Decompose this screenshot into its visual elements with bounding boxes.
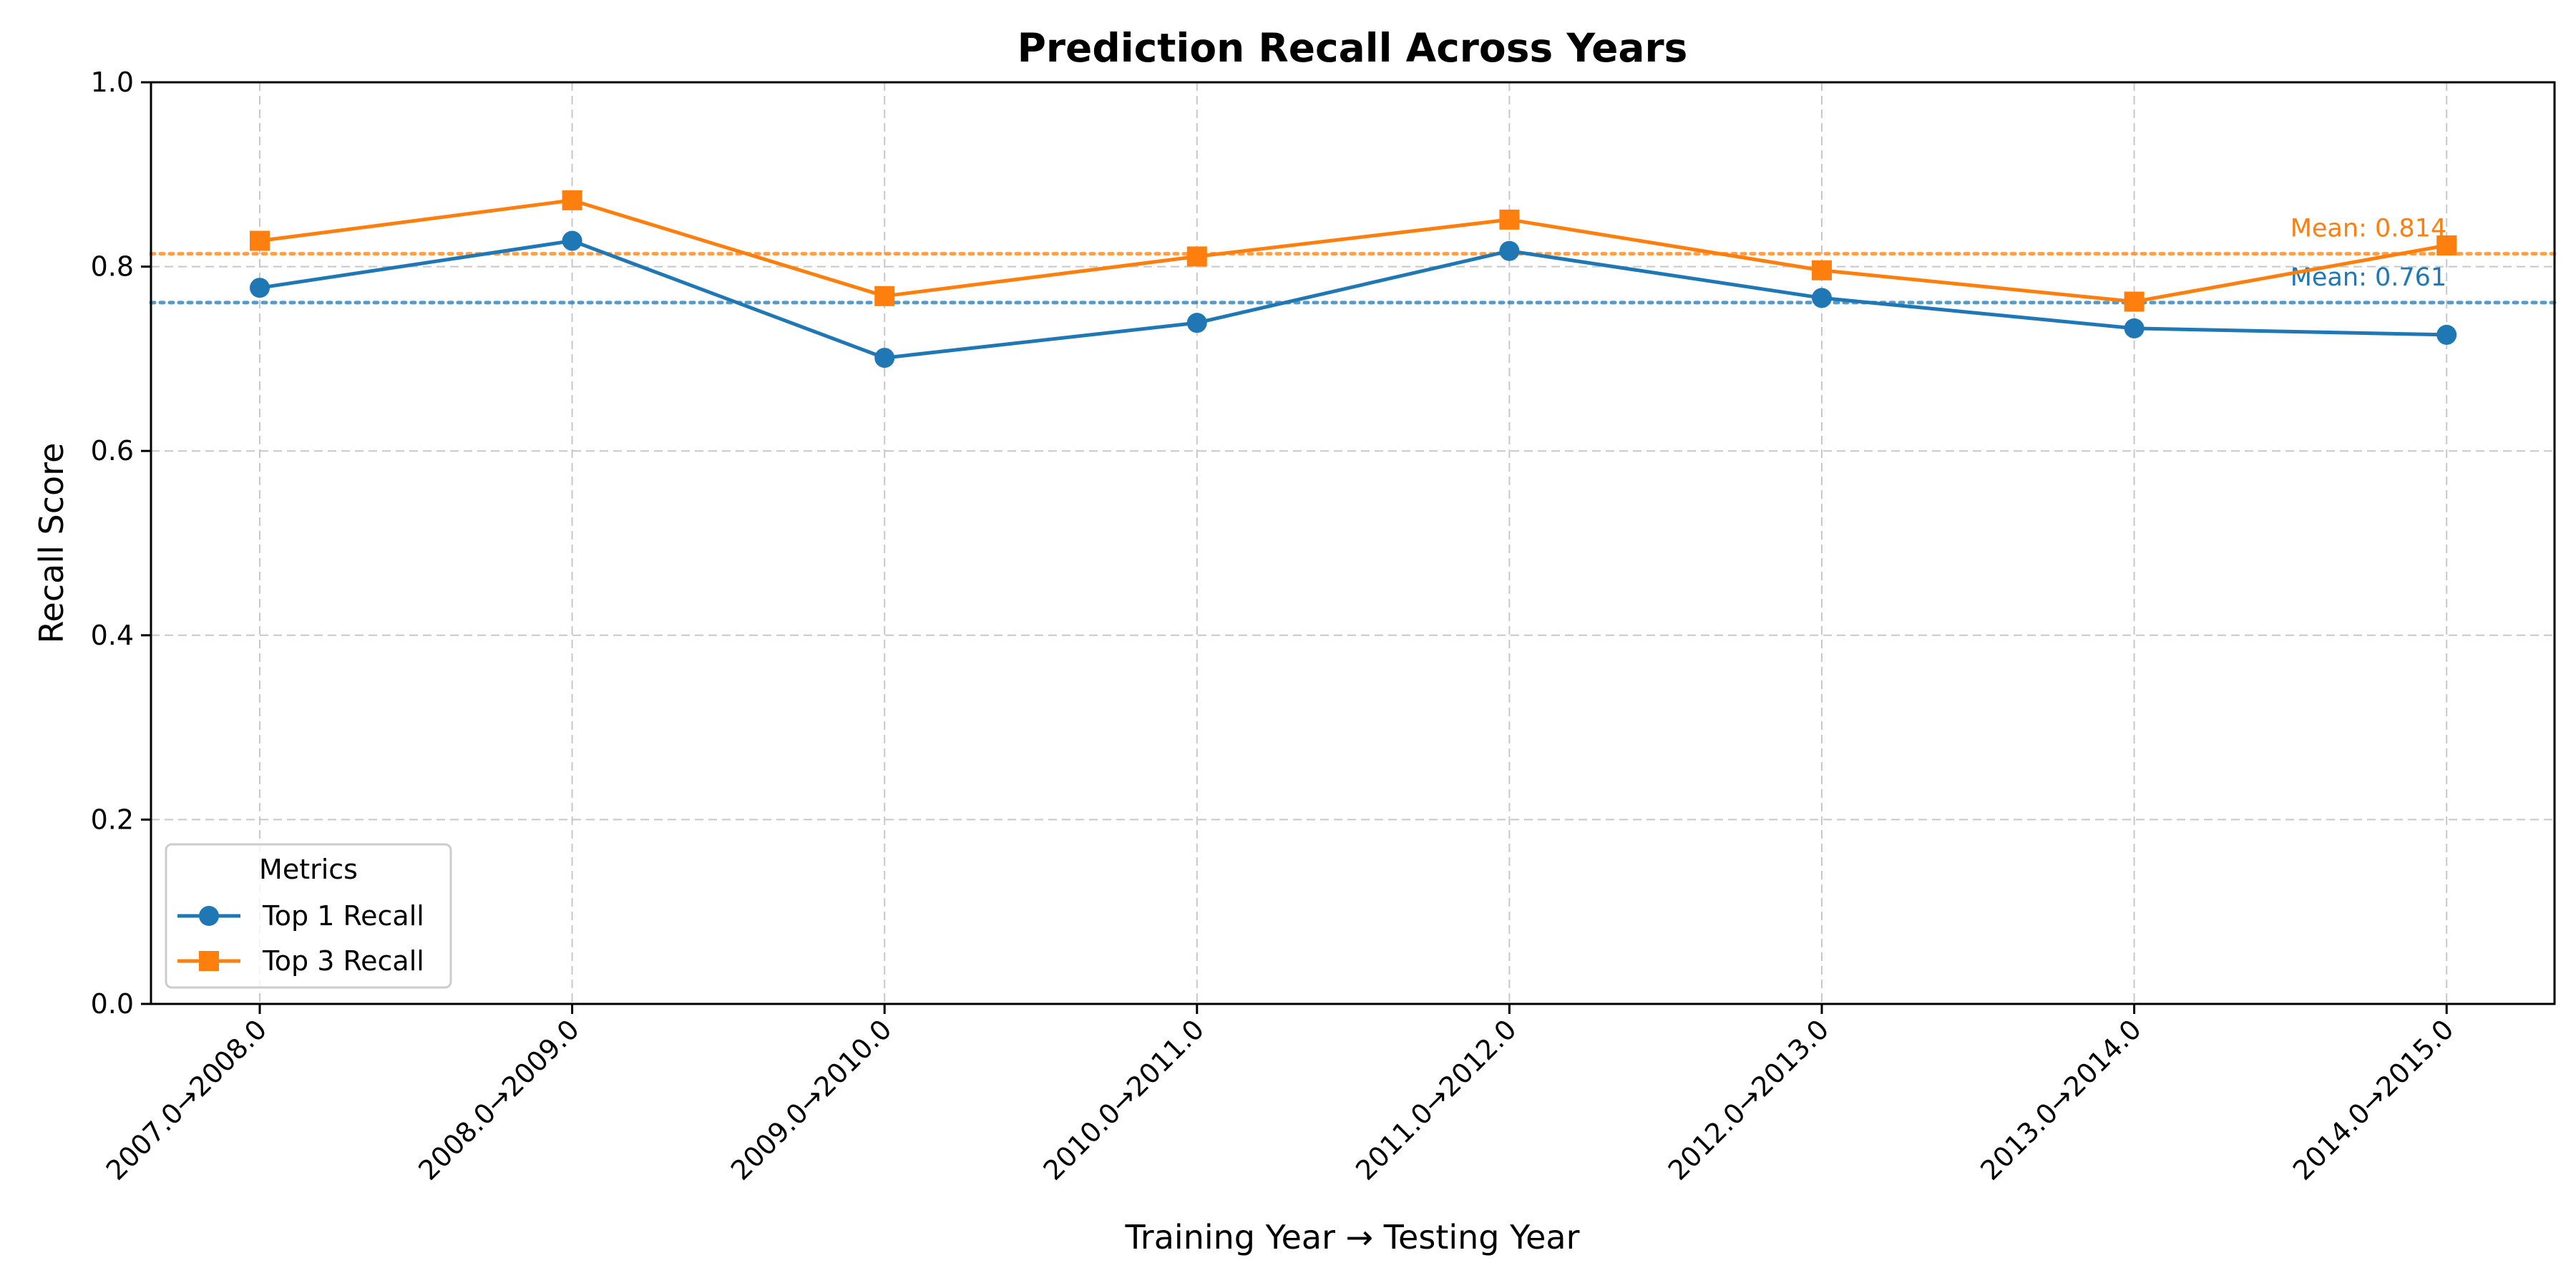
y-tick-label: 1.0 [91, 67, 134, 98]
x-tick-label: 2008.0→2009.0 [412, 1013, 585, 1186]
data-point [1186, 313, 1207, 333]
data-point [2124, 318, 2145, 338]
legend-label: Top 3 Recall [262, 945, 424, 977]
x-axis-label: Training Year → Testing Year [1124, 1218, 1579, 1257]
x-tick-label: 2011.0→2012.0 [1350, 1013, 1523, 1186]
chart-title: Prediction Recall Across Years [1018, 25, 1688, 71]
grid-lines [151, 82, 2555, 1004]
x-tick-label: 2007.0→2008.0 [100, 1013, 273, 1186]
y-axis-label: Recall Score [32, 443, 71, 644]
legend-marker [199, 906, 219, 926]
legend-box [165, 843, 452, 989]
mean-label: Mean: 0.761 [2290, 263, 2446, 292]
data-point [250, 278, 270, 298]
mean-lines: Mean: 0.761 Mean: 0.814 [149, 215, 2557, 305]
data-point [1186, 246, 1207, 267]
data-point [874, 348, 895, 369]
data-point [2436, 235, 2457, 255]
legend-title: Metrics [259, 854, 358, 885]
x-tick-label: 2010.0→2011.0 [1037, 1013, 1210, 1186]
y-tick-label: 0.6 [91, 435, 134, 467]
data-point [874, 286, 895, 306]
plot-frame [150, 81, 2556, 1005]
x-tick-label: 2012.0→2013.0 [1662, 1013, 1835, 1186]
data-point [1812, 288, 1832, 308]
legend-marker [199, 951, 219, 971]
data-point [562, 190, 582, 210]
y-tick-label: 0.8 [91, 251, 134, 283]
series-lines [250, 190, 2457, 369]
legend-label: Top 1 Recall [262, 900, 424, 932]
series-line [259, 239, 2447, 360]
mean-label: Mean: 0.814 [2290, 215, 2446, 243]
y-tick-label: 0.0 [91, 988, 134, 1020]
series-line [259, 198, 2447, 304]
x-tick-label: 2014.0→2015.0 [2287, 1013, 2460, 1186]
data-point [2124, 291, 2145, 312]
y-tick-label: 0.4 [91, 620, 134, 651]
data-point [1812, 260, 1832, 280]
y-axis-ticks: 0.0 0.2 0.4 0.6 0.8 1.0 [91, 67, 151, 1020]
data-point [1499, 209, 1520, 230]
data-point [250, 230, 270, 251]
x-tick-label: 2009.0→2010.0 [725, 1013, 898, 1186]
data-point [562, 230, 582, 251]
data-point [1499, 240, 1520, 261]
y-tick-label: 0.2 [91, 804, 134, 835]
x-tick-label: 2013.0→2014.0 [1974, 1013, 2147, 1186]
data-point [2436, 324, 2457, 345]
legend: Metrics Top 1 Recall Top 3 Recall [165, 843, 452, 989]
x-axis-ticks: 2007.0→2008.0 2008.0→2009.0 2009.0→2010.0 2… [100, 1004, 2460, 1186]
